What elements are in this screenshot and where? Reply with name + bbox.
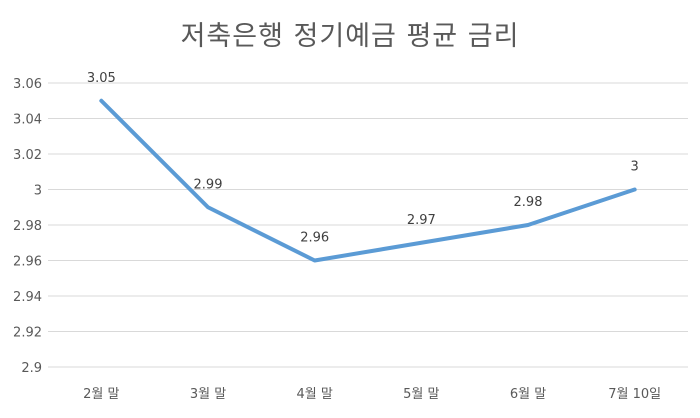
data-label: 2.98 — [514, 195, 543, 210]
chart-title: 저축은행 정기예금 평균 금리 — [180, 21, 520, 52]
y-tick-label: 3 — [34, 184, 42, 199]
y-tick-label: 2.92 — [13, 326, 42, 341]
x-tick-label: 7월 10일 — [608, 387, 661, 402]
x-tick-label: 6월 말 — [510, 387, 546, 402]
y-tick-label: 2.94 — [13, 290, 42, 305]
y-tick-label: 2.9 — [21, 361, 42, 376]
y-axis-ticks: 2.9 2.92 2.94 2.96 2.98 3 3.02 3.04 3.06 — [13, 77, 42, 376]
data-label: 3 — [631, 160, 639, 175]
data-label: 3.05 — [87, 71, 116, 86]
y-tick-label: 3.06 — [13, 77, 42, 92]
x-tick-label: 5월 말 — [403, 387, 439, 402]
y-tick-label: 2.98 — [13, 219, 42, 234]
data-labels: 3.05 2.99 2.96 2.97 2.98 3 — [87, 71, 639, 246]
data-label: 2.97 — [407, 213, 436, 228]
y-tick-label: 2.96 — [13, 255, 42, 270]
data-label: 2.99 — [194, 177, 223, 192]
data-label: 2.96 — [300, 231, 329, 246]
series-line — [99, 98, 637, 263]
gridlines — [48, 82, 688, 368]
x-tick-label: 4월 말 — [297, 387, 333, 402]
y-tick-label: 3.02 — [13, 148, 42, 163]
x-tick-label: 3월 말 — [190, 387, 226, 402]
y-tick-label: 3.04 — [13, 113, 42, 128]
x-axis-ticks: 2월 말 3월 말 4월 말 5월 말 6월 말 7월 10일 — [83, 387, 661, 402]
x-tick-label: 2월 말 — [83, 387, 119, 402]
